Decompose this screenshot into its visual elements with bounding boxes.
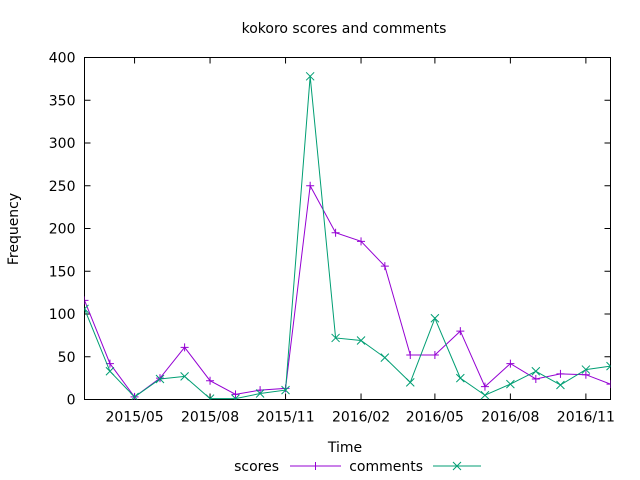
data-point-scores: [456, 327, 465, 336]
data-point-comments: [506, 379, 515, 389]
data-point-scores: [180, 343, 189, 352]
data-point-scores: [606, 380, 611, 389]
data-point-scores: [556, 369, 565, 378]
data-point-scores: [231, 390, 240, 399]
y-axis: 0 50 100 150 200 250 300 350 400: [49, 51, 611, 409]
y-tick-label: 250: [49, 179, 76, 195]
data-point-scores: [206, 376, 215, 385]
series-comments: [84, 71, 611, 400]
data-point-comments: [255, 389, 265, 398]
series-line-comments: [84, 76, 611, 400]
y-tick-label: 50: [58, 350, 76, 366]
y-axis-label: Frequency: [6, 193, 22, 265]
data-point-comments: [105, 366, 115, 376]
series-layer: [84, 71, 611, 400]
data-point-scores: [406, 351, 415, 360]
x-tick-label: 2016/11: [557, 410, 615, 426]
x-tick-label: 2016/08: [481, 410, 539, 426]
x-tick-label: 2015/11: [256, 410, 314, 426]
data-point-comments: [281, 385, 290, 395]
data-point-comments: [205, 394, 215, 400]
x-tick-label: 2016/05: [406, 410, 464, 426]
data-point-comments: [405, 378, 415, 387]
x-axis-label: Time: [327, 440, 362, 456]
data-point-comments: [356, 336, 366, 345]
data-point-comments: [606, 361, 611, 371]
data-point-comments: [455, 373, 465, 383]
x-tick-label: 2015/08: [181, 410, 239, 426]
plot-area: [84, 57, 611, 400]
data-point-scores: [331, 228, 340, 237]
data-point-scores: [357, 237, 366, 246]
data-point-scores: [306, 181, 315, 190]
y-tick-label: 350: [49, 93, 76, 109]
x-axis: 2015/05 2015/08 2015/11 2016/02 2016/05 2016/…: [105, 57, 615, 426]
data-point-scores: [480, 382, 489, 391]
legend-marker-scores: [311, 462, 320, 470]
data-point-comments: [556, 380, 565, 390]
data-point-comments: [531, 366, 541, 376]
legend: scores comments: [234, 459, 481, 475]
legend-label-comments: comments: [349, 459, 423, 475]
data-point-scores: [506, 359, 515, 368]
data-point-comments: [331, 333, 340, 343]
data-point-comments: [380, 353, 390, 362]
data-point-scores: [430, 351, 439, 360]
data-point-comments: [180, 372, 189, 381]
x-tick-label: 2016/02: [332, 410, 390, 426]
data-point-comments: [155, 374, 165, 384]
data-point-comments: [84, 304, 89, 314]
y-tick-label: 0: [67, 393, 76, 409]
data-point-scores: [84, 296, 89, 305]
data-point-scores: [531, 374, 540, 383]
data-point-comments: [231, 394, 240, 400]
data-point-scores: [380, 262, 389, 271]
data-point-scores: [581, 370, 590, 379]
y-tick-label: 400: [49, 51, 76, 67]
data-point-comments: [130, 392, 139, 400]
series-scores: [84, 181, 611, 400]
y-tick-label: 150: [49, 264, 76, 280]
series-line-scores: [84, 184, 611, 398]
plot-frame: [84, 57, 611, 400]
y-tick-label: 300: [49, 136, 76, 152]
data-point-comments: [430, 313, 440, 323]
y-tick-label: 100: [49, 307, 76, 323]
legend-marker-comments: [452, 461, 462, 471]
data-point-scores: [256, 386, 265, 395]
legend-label-scores: scores: [234, 459, 279, 475]
data-point-scores: [155, 374, 164, 383]
data-point-comments: [480, 390, 490, 400]
chart-title: kokoro scores and comments: [242, 21, 447, 37]
data-point-comments: [581, 365, 591, 374]
y-tick-label: 200: [49, 222, 76, 238]
x-tick-label: 2015/05: [105, 410, 163, 426]
data-point-comments: [305, 71, 315, 81]
